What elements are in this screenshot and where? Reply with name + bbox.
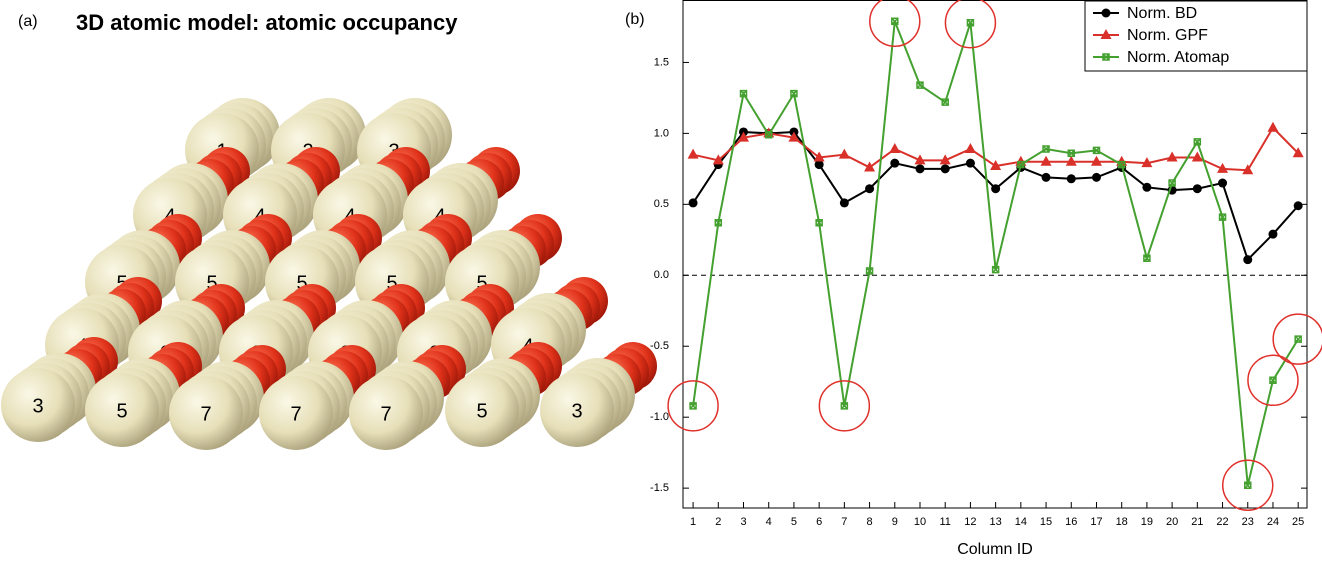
- marker: [1243, 255, 1252, 264]
- series-line: [693, 132, 1298, 260]
- y-tick-label: 1.0: [654, 127, 669, 139]
- x-tick-label: 4: [766, 516, 772, 528]
- x-tick-label: 20: [1166, 516, 1178, 528]
- marker: [1042, 173, 1051, 182]
- legend-label: Norm. GPF: [1127, 27, 1208, 44]
- x-tick-label: 3: [740, 516, 746, 528]
- y-tick-label: 0.0: [654, 269, 669, 281]
- marker: [889, 143, 900, 153]
- marker: [890, 159, 899, 168]
- x-tick-label: 23: [1242, 516, 1254, 528]
- marker: [991, 184, 1000, 193]
- marker: [1268, 230, 1277, 239]
- marker: [941, 164, 950, 173]
- marker: [688, 149, 699, 159]
- marker: [965, 143, 976, 153]
- marker: [1295, 336, 1301, 342]
- x-tick-label: 22: [1216, 516, 1228, 528]
- marker: [1218, 179, 1227, 188]
- legend-label: Norm. Atomap: [1127, 49, 1229, 66]
- x-tick-label: 9: [892, 516, 898, 528]
- y-tick-label: -1.0: [650, 411, 669, 423]
- marker: [865, 184, 874, 193]
- x-tick-label: 24: [1267, 516, 1279, 528]
- x-tick-label: 12: [964, 516, 976, 528]
- marker: [1142, 183, 1151, 192]
- x-tick-label: 13: [990, 516, 1002, 528]
- x-axis-label: Column ID: [957, 541, 1033, 558]
- atom-count: 3: [32, 395, 43, 417]
- marker: [1193, 184, 1202, 193]
- series-line: [693, 21, 1298, 485]
- x-tick-label: 2: [715, 516, 721, 528]
- atom-count: 7: [200, 403, 211, 425]
- x-tick-label: 11: [939, 516, 950, 528]
- x-tick-label: 19: [1141, 516, 1153, 528]
- marker: [1092, 173, 1101, 182]
- marker: [839, 149, 850, 159]
- panel-title: 3D atomic model: atomic occupancy: [76, 10, 458, 35]
- y-tick-label: 0.5: [654, 198, 669, 210]
- atom-count: 5: [116, 400, 127, 422]
- x-tick-label: 6: [816, 516, 822, 528]
- x-tick-label: 10: [914, 516, 926, 528]
- marker: [840, 198, 849, 207]
- marker: [915, 164, 924, 173]
- x-tick-label: 25: [1292, 516, 1304, 528]
- marker: [1102, 9, 1111, 18]
- x-tick-label: 16: [1065, 516, 1077, 528]
- figure: (a) 3D atomic model: atomic occupancy 12…: [0, 0, 1322, 561]
- marker: [1294, 201, 1303, 210]
- x-tick-label: 18: [1116, 516, 1128, 528]
- panel-label: (a): [18, 13, 38, 30]
- atom-count: 3: [571, 400, 582, 422]
- marker: [1067, 174, 1076, 183]
- y-tick-label: -0.5: [650, 340, 669, 352]
- atom-count: 5: [476, 400, 487, 422]
- atom-count: 7: [290, 403, 301, 425]
- x-tick-label: 7: [841, 516, 847, 528]
- x-tick-label: 14: [1015, 516, 1027, 528]
- x-tick-label: 5: [791, 516, 797, 528]
- x-tick-label: 15: [1040, 516, 1052, 528]
- x-tick-label: 8: [867, 516, 873, 528]
- y-tick-label: -1.5: [650, 482, 669, 494]
- atom-count: 7: [380, 403, 391, 425]
- marker: [689, 198, 698, 207]
- marker: [966, 159, 975, 168]
- marker: [1267, 122, 1278, 132]
- x-tick-label: 1: [690, 516, 696, 528]
- panel-label: (b): [625, 11, 645, 28]
- x-tick-label: 21: [1191, 516, 1203, 528]
- x-tick-label: 17: [1090, 516, 1102, 528]
- y-tick-label: 1.5: [654, 56, 669, 68]
- atomic-model: 1234444555554666643577753: [1, 98, 657, 450]
- legend-label: Norm. BD: [1127, 5, 1197, 22]
